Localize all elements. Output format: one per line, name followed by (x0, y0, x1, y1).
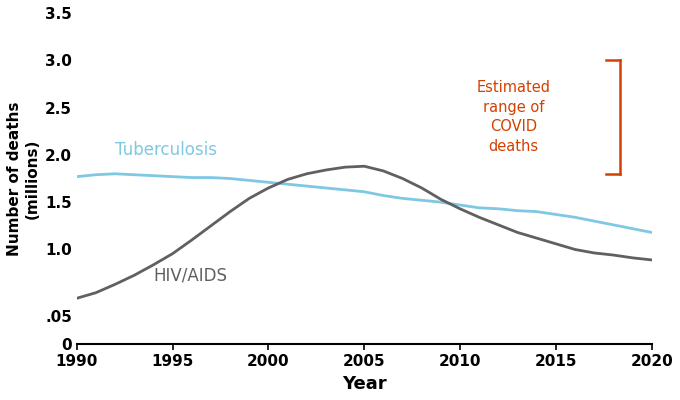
Text: HIV/AIDS: HIV/AIDS (154, 267, 227, 285)
Text: Estimated
range of
COVID
deaths: Estimated range of COVID deaths (477, 80, 551, 154)
X-axis label: Year: Year (342, 375, 386, 393)
Text: Tuberculosis: Tuberculosis (115, 141, 217, 159)
Y-axis label: Number of deaths
(millions): Number of deaths (millions) (7, 101, 39, 256)
